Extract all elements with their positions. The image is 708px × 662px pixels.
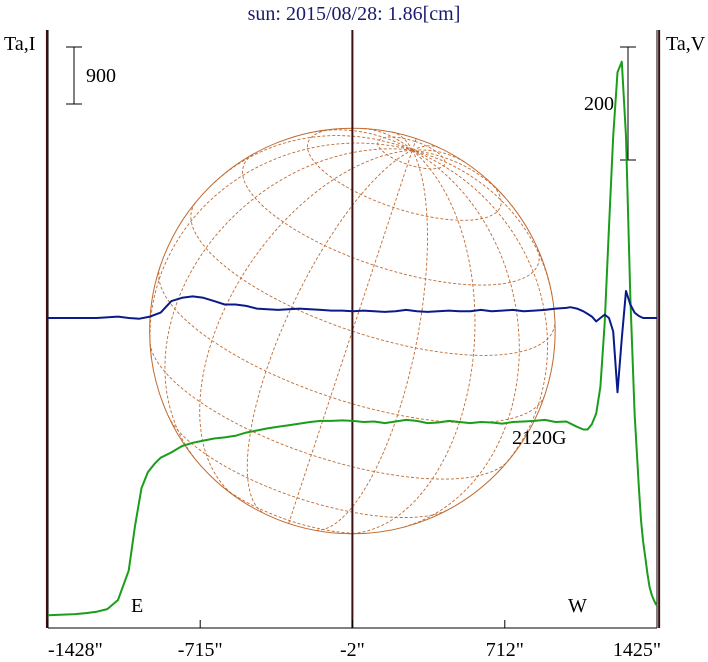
disk-parallel	[377, 136, 446, 170]
disk-meridian	[412, 149, 506, 199]
x-tick-label: 1425"	[613, 639, 661, 661]
disk-meridian	[164, 148, 413, 458]
x-tick-label: 712"	[486, 639, 524, 661]
x-tick-label: -2"	[340, 639, 365, 661]
disk-meridian	[149, 142, 413, 358]
disk-meridian	[316, 149, 428, 531]
intensity-series-line	[47, 60, 658, 617]
chart-title: sun: 2015/08/28: 1.86[cm]	[248, 3, 461, 25]
right-axis-label: Ta,V	[666, 33, 706, 55]
disk-parallel	[242, 154, 540, 286]
disk-meridian	[403, 149, 520, 528]
disk-meridian	[213, 135, 413, 184]
left-scale-bar: 900	[66, 46, 116, 105]
disk-parallel	[306, 128, 502, 221]
annotation-label: 2120G	[512, 427, 566, 449]
disk-parallel	[149, 343, 508, 480]
disk-meridian	[412, 149, 553, 295]
right-scale-bar: 200	[584, 46, 636, 161]
left-scale-bar-label: 900	[86, 65, 116, 87]
x-axis-ticks: -1428" -715" -2" 712" 1425"	[47, 620, 661, 661]
series-lines	[47, 60, 658, 617]
west-limb-label: W	[568, 595, 587, 617]
disk-meridian	[412, 149, 465, 163]
left-axis-label: Ta,I	[4, 33, 35, 55]
x-tick-label: -1428"	[48, 639, 103, 661]
east-limb-label: E	[131, 595, 143, 617]
x-tick-label: -715"	[178, 639, 223, 661]
right-scale-bar-label: 200	[584, 93, 614, 115]
disk-meridian	[347, 149, 476, 535]
disk-meridian	[199, 149, 413, 497]
disk-parallel	[190, 202, 556, 356]
disk-meridian	[246, 149, 413, 513]
disk-meridian	[411, 138, 417, 151]
vertical-lines	[45, 30, 661, 628]
polarization-series-line	[48, 290, 657, 394]
disk-meridian	[288, 150, 413, 524]
disk-parallel	[168, 416, 450, 518]
disk-parallel	[158, 267, 546, 424]
disk-meridian	[363, 128, 413, 151]
disk-parallel	[221, 485, 365, 534]
